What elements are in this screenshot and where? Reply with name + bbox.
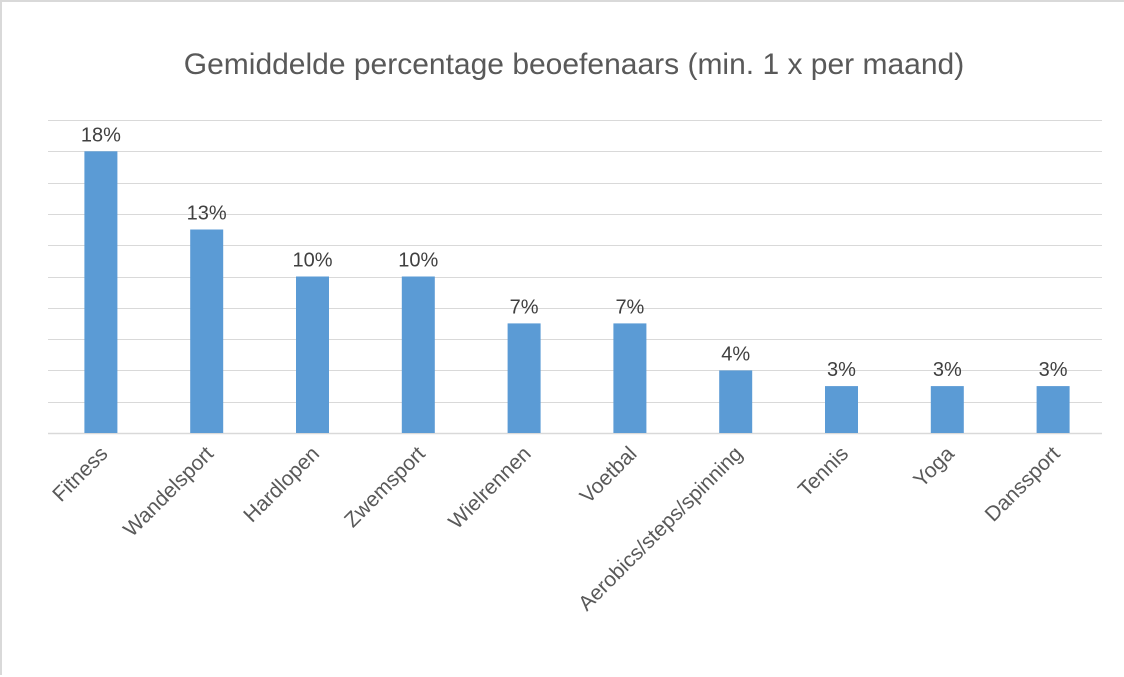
data-label: 3% (1039, 359, 1068, 381)
bar (1036, 386, 1070, 433)
data-label: 10% (398, 250, 438, 272)
x-tick-label: Voetbal (576, 442, 642, 508)
x-tick-label: Wandelsport (119, 442, 218, 541)
data-label: 13% (187, 203, 227, 225)
bar (296, 276, 329, 433)
data-label: 10% (292, 250, 332, 272)
bar (84, 151, 118, 434)
x-tick-label: Yoga (909, 442, 959, 492)
data-label: 3% (933, 359, 962, 381)
data-label: 7% (615, 296, 644, 318)
x-tick-label: Hardlopen (239, 442, 324, 527)
bar (507, 323, 541, 433)
data-label: 18% (81, 124, 121, 146)
bar (190, 229, 224, 433)
bars (84, 151, 1070, 434)
bar (930, 386, 964, 433)
bar (401, 276, 435, 433)
x-tick-label: Wielrennen (444, 442, 535, 533)
bar (719, 370, 753, 433)
x-tick-label: Tennis (794, 442, 853, 501)
gridlines (48, 120, 1102, 435)
x-tick-label: Fitness (48, 442, 112, 506)
data-label: 4% (721, 343, 750, 365)
data-labels: 18% 13% 10% 10% 7% 7% 4% 3% 3% 3% (81, 124, 1068, 381)
data-label: 7% (510, 296, 539, 318)
x-tick-label: Danssport (981, 442, 1065, 526)
category-axis: Fitness Wandelsport Hardlopen Zwemsport Wiel… (48, 442, 1064, 615)
data-label: 3% (827, 359, 856, 381)
chart-title: Gemiddelde percentage beoefenaars (min. … (184, 48, 964, 81)
bar (825, 386, 858, 433)
bar (613, 323, 647, 433)
x-tick-label: Zwemsport (340, 442, 430, 532)
